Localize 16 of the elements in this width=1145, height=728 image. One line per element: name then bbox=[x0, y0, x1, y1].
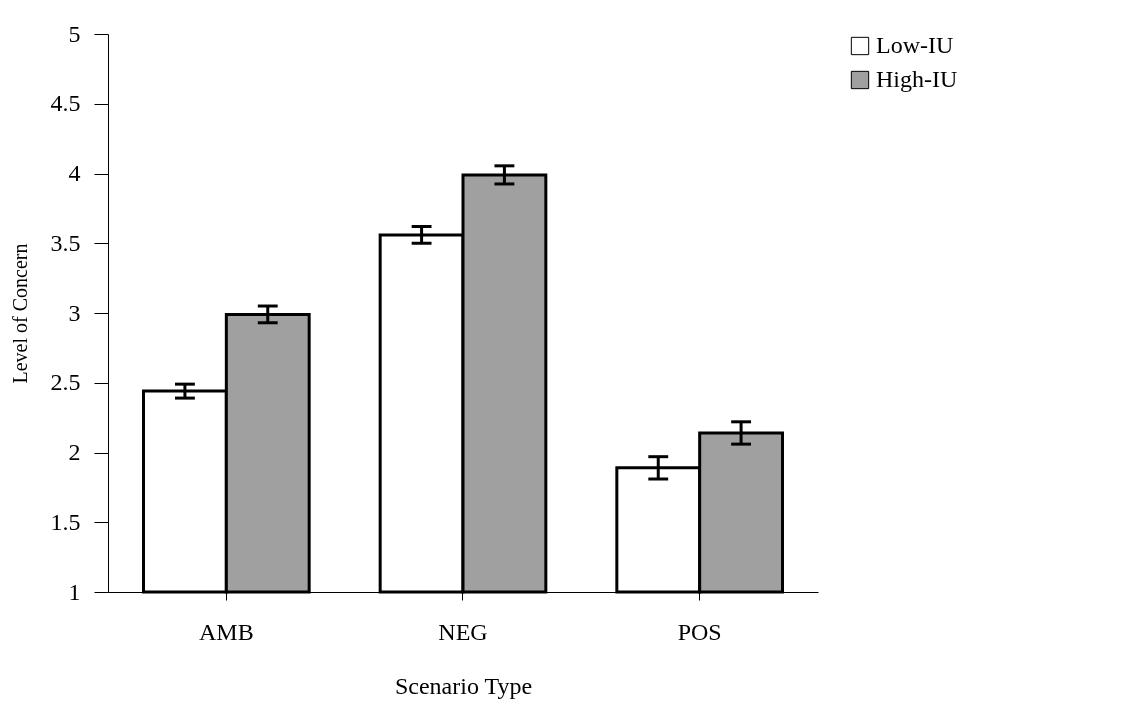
legend-label: Low-IU bbox=[876, 32, 954, 58]
y-tick-label: 5 bbox=[68, 20, 81, 47]
y-tick-label: 4.5 bbox=[50, 90, 81, 117]
x-axis-title: Scenario Type bbox=[394, 672, 533, 699]
legend-label: High-IU bbox=[876, 66, 958, 92]
y-tick-label: 1 bbox=[68, 578, 81, 605]
x-tick-label: NEG bbox=[438, 618, 488, 645]
y-axis-title: Level of Concern bbox=[8, 243, 31, 384]
y-tick-label: 2.5 bbox=[50, 369, 81, 396]
x-tick-label: POS bbox=[677, 618, 722, 645]
x-tick-label: AMB bbox=[198, 618, 254, 645]
y-tick-label: 2 bbox=[68, 439, 81, 465]
y-tick-label: 3 bbox=[68, 299, 81, 326]
y-tick-label: 1.5 bbox=[50, 508, 81, 535]
y-tick-label: 4 bbox=[68, 160, 81, 186]
y-tick-label: 3.5 bbox=[50, 229, 81, 256]
